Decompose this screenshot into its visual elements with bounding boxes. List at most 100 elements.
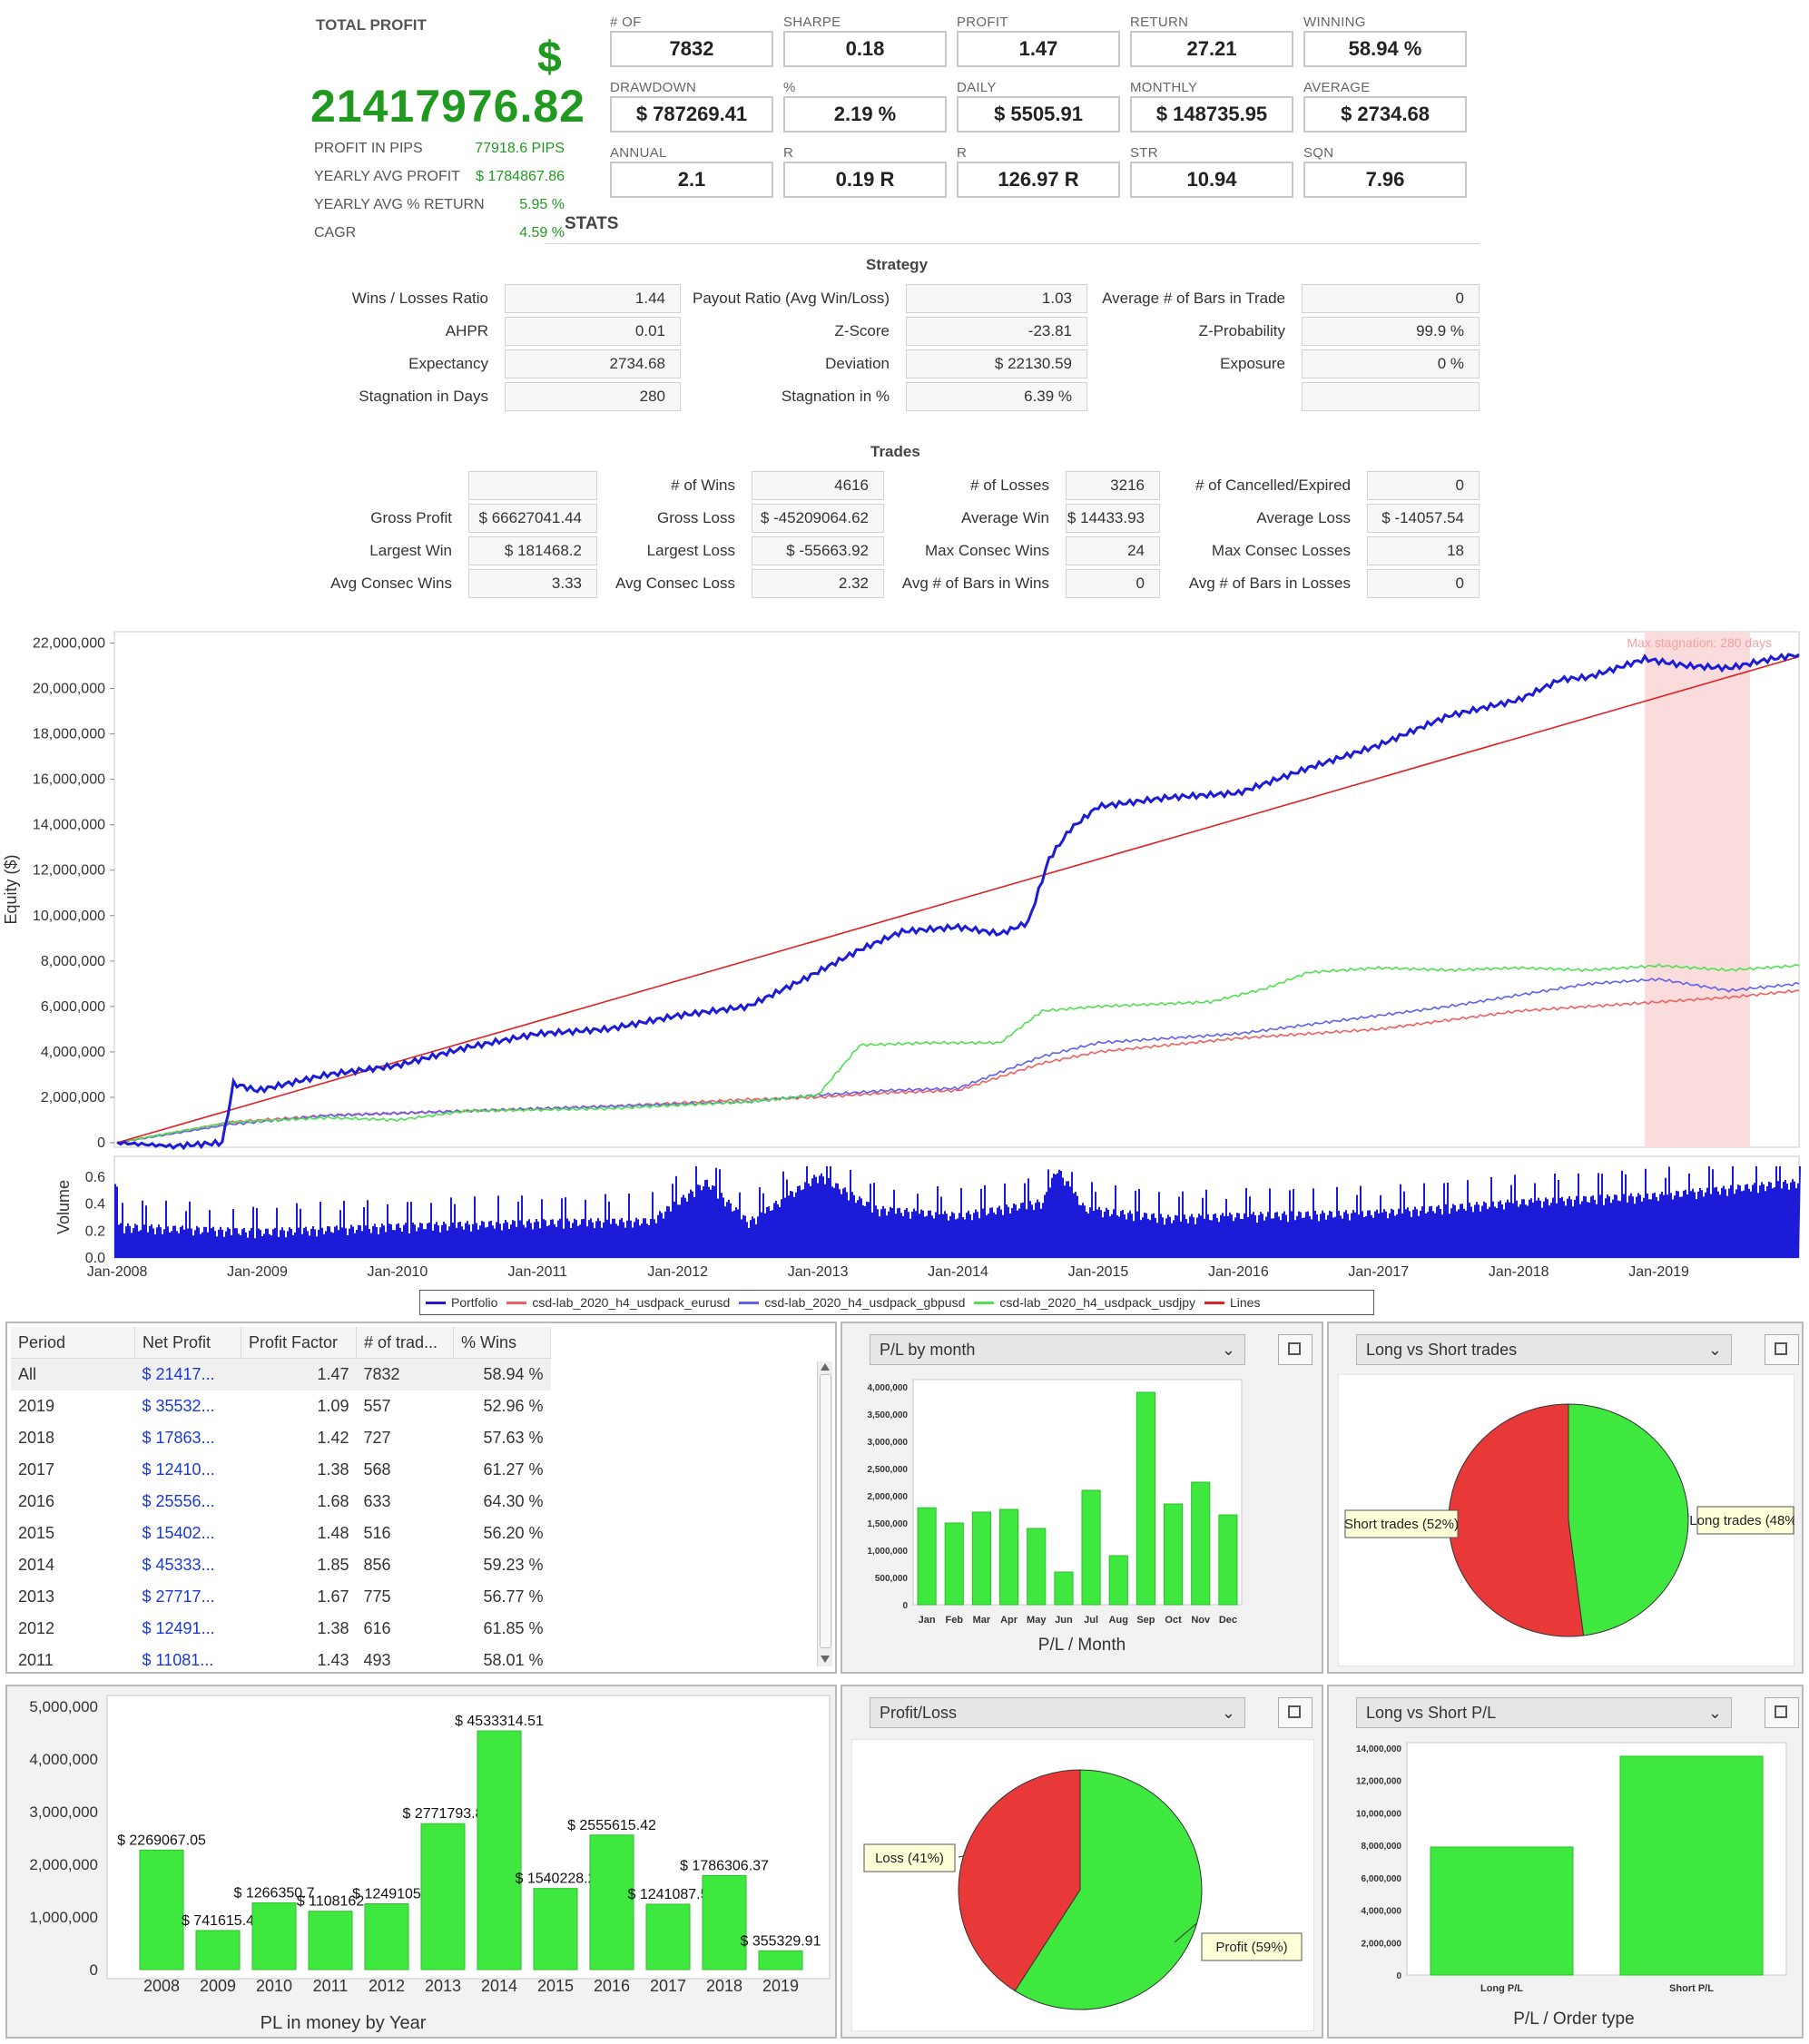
restore-window-button[interactable]: [1278, 1334, 1313, 1365]
table-row[interactable]: 2016 $ 25556... 1.68 633 64.30 %: [11, 1486, 551, 1518]
metric-value-r-expectancy-score: 126.97 R: [957, 162, 1120, 198]
trades-title: Trades: [870, 443, 920, 460]
year-ytick-label: 2,000,000: [29, 1856, 98, 1873]
table-scrollbar[interactable]: [817, 1361, 832, 1666]
table-cell: 1.43: [317, 1651, 349, 1669]
month-xtick-label: Apr: [1000, 1615, 1018, 1626]
trades-value-box: $ -14057.54: [1367, 504, 1480, 533]
volume-ytick-label: 0.0: [85, 1251, 105, 1266]
year-data-label: $ 1540228.2: [516, 1872, 596, 1887]
equity-chart: 0 2,000,000 4,000,000 6,000,000 8,000,000 10,…: [2, 631, 1800, 1151]
profit-loss-select[interactable]: Profit/Loss ⌄: [870, 1697, 1245, 1728]
table-row[interactable]: 2018 $ 17863... 1.42 727 57.63 %: [11, 1422, 551, 1454]
pie-label: Profit (59%): [1215, 1940, 1287, 1955]
scroll-down-arrow-icon[interactable]: [821, 1656, 830, 1663]
month-xtick-label: Jun: [1055, 1615, 1073, 1626]
table-cell: 856: [363, 1556, 391, 1574]
table-row[interactable]: 2015 $ 15402... 1.48 516 56.20 %: [11, 1518, 551, 1549]
table-cell: $ 21417...: [142, 1365, 215, 1383]
stagnation-band: [1645, 632, 1750, 1147]
restore-window-button[interactable]: [1765, 1697, 1799, 1728]
month-bar: [1136, 1391, 1156, 1606]
metric-value-average-trade: $ 2734.68: [1303, 96, 1467, 133]
year-data-label: $ 1241087.5: [628, 1887, 709, 1902]
table-cell: 616: [363, 1619, 391, 1637]
strategy-value-box: 0.01: [505, 317, 681, 346]
table-cell: 1.38: [317, 1460, 349, 1479]
scroll-thumb[interactable]: [820, 1374, 831, 1648]
table-cell: 59.23 %: [483, 1556, 544, 1574]
scroll-up-arrow-icon[interactable]: [821, 1363, 830, 1371]
trades-value-box: 2.32: [752, 569, 884, 598]
metric-value-daily-avg-profit: $ 5505.91: [957, 96, 1120, 133]
strategy-label: Stagnation in %: [781, 388, 890, 405]
long-short-trades-select[interactable]: Long vs Short trades ⌄: [1356, 1334, 1732, 1365]
table-header-of-trad[interactable]: # of trad...: [356, 1327, 454, 1359]
pie-label: Short trades (52%): [1344, 1517, 1459, 1532]
trades-label: Largest Loss: [646, 542, 735, 559]
strategy-label: Payout Ratio (Avg Win/Loss): [693, 290, 890, 307]
month-bar: [1164, 1503, 1184, 1606]
table-row[interactable]: 2011 $ 11081... 1.43 493 58.01 %: [11, 1645, 551, 1676]
trades-label: Avg Consec Loss: [615, 575, 735, 592]
strategy-label: Average # of Bars in Trade: [1102, 290, 1285, 307]
strategy-label: Wins / Losses Ratio: [351, 290, 488, 307]
pie-label: Long trades (48%): [1689, 1513, 1794, 1528]
year-bar: [139, 1849, 184, 1970]
table-header-profit-factor[interactable]: Profit Factor: [241, 1327, 357, 1359]
window-restore-icon: [1288, 1705, 1301, 1718]
table-row[interactable]: 2019 $ 35532... 1.09 557 52.96 %: [11, 1391, 551, 1422]
long-short-pl-select[interactable]: Long vs Short P/L ⌄: [1356, 1697, 1732, 1728]
strategy-label: Deviation: [825, 355, 890, 372]
year-bar: [195, 1930, 241, 1970]
table-header-wins[interactable]: % Wins: [453, 1327, 551, 1359]
table-header-period[interactable]: Period: [11, 1327, 135, 1359]
table-cell: 2014: [18, 1556, 55, 1574]
volume-xtick-label: Jan-2011: [508, 1264, 568, 1280]
table-cell: All: [18, 1365, 37, 1383]
left-stat-value: 5.95 %: [519, 197, 565, 212]
pl-by-month-select-label: P/L by month: [880, 1341, 976, 1359]
table-row[interactable]: All $ 21417... 1.47 7832 58.94 %: [11, 1358, 551, 1391]
table-row[interactable]: 2017 $ 12410... 1.38 568 61.27 %: [11, 1454, 551, 1486]
table-header-net-profit[interactable]: Net Profit: [134, 1327, 241, 1359]
order-ytick-label: 14,000,000: [1356, 1744, 1401, 1754]
trades-label: Gross Loss: [657, 509, 735, 526]
pie-label-box: [1201, 1932, 1303, 1961]
metric-value-drawdown: $ 787269.41: [610, 96, 773, 133]
trades-label: # of Wins: [671, 477, 735, 494]
table-row[interactable]: 2013 $ 27717... 1.67 775 56.77 %: [11, 1581, 551, 1613]
month-bar: [944, 1522, 964, 1606]
equity-ytick-label: 16,000,000: [33, 772, 105, 788]
table-row[interactable]: 2014 $ 45333... 1.85 856 59.23 %: [11, 1549, 551, 1581]
left-stat-value: 77918.6 PIPS: [475, 141, 565, 156]
long-short-trades-select-label: Long vs Short trades: [1366, 1341, 1518, 1359]
equity-ytick-label: 12,000,000: [33, 863, 105, 879]
month-xtick-label: Oct: [1165, 1615, 1182, 1626]
table-cell: 58.94 %: [483, 1365, 544, 1383]
table-row[interactable]: 2012 $ 12491... 1.38 616 61.85 %: [11, 1613, 551, 1645]
table-cell: 1.09: [317, 1397, 349, 1415]
volume-xtick-label: Jan-2015: [1068, 1264, 1129, 1280]
trades-value-box: $ -45209064.62: [752, 504, 884, 533]
pie-label-box: [1344, 1509, 1459, 1538]
trades-value-box: $ -55663.92: [752, 536, 884, 565]
order-ytick-label: 2,000,000: [1362, 1939, 1402, 1949]
equity-ytick-label: 18,000,000: [33, 727, 105, 742]
table-cell: 775: [363, 1587, 391, 1606]
restore-window-button[interactable]: [1278, 1697, 1313, 1728]
trades-value-box: $ 66627041.44: [468, 504, 597, 533]
pl-by-month-select[interactable]: P/L by month ⌄: [870, 1334, 1245, 1365]
strategy-label: [1013, 382, 1285, 411]
left-stat-value: $ 1784867.86: [476, 169, 565, 184]
table-cell: 1.85: [317, 1556, 349, 1574]
left-stats: PROFIT IN PIPS 77918.6 PIPS YEARLY AVG PRO…: [314, 141, 565, 253]
year-bar: [477, 1730, 522, 1970]
pie-leader-line: [1174, 1922, 1198, 1943]
chevron-down-icon: ⌄: [1707, 1704, 1722, 1722]
strategy-value-box: 2734.68: [505, 349, 681, 378]
left-stat-label: CAGR: [314, 225, 357, 241]
volume-xtick-label: Jan-2008: [87, 1264, 148, 1280]
table-cell: 727: [363, 1429, 391, 1447]
restore-window-button[interactable]: [1765, 1334, 1799, 1365]
